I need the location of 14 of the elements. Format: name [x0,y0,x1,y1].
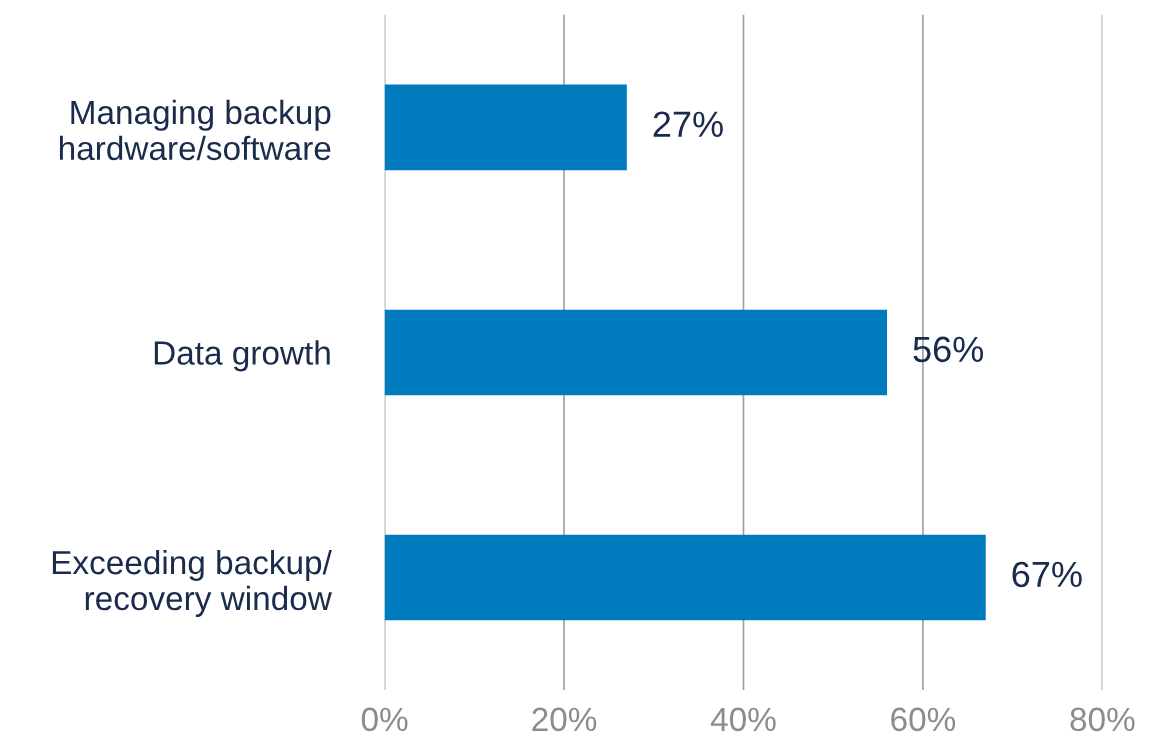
data-label: 56% [913,336,984,363]
y-tick-label: Managing backup hardware/software [59,99,331,161]
y-tick-label: Data growth [154,340,330,372]
x-tick-label: 60% [891,707,956,732]
bar [384,534,986,621]
x-tick-label: 20% [532,707,597,732]
x-tick-label: 40% [710,707,776,732]
x-tick-label: 0% [361,707,408,732]
bar [384,84,627,171]
data-label: 67% [1012,561,1082,588]
data-label: 27% [653,111,723,137]
y-tick-label: Exceeding backup/ recovery window [52,549,332,617]
x-tick-label: 80% [1070,707,1135,732]
bar [384,309,888,396]
